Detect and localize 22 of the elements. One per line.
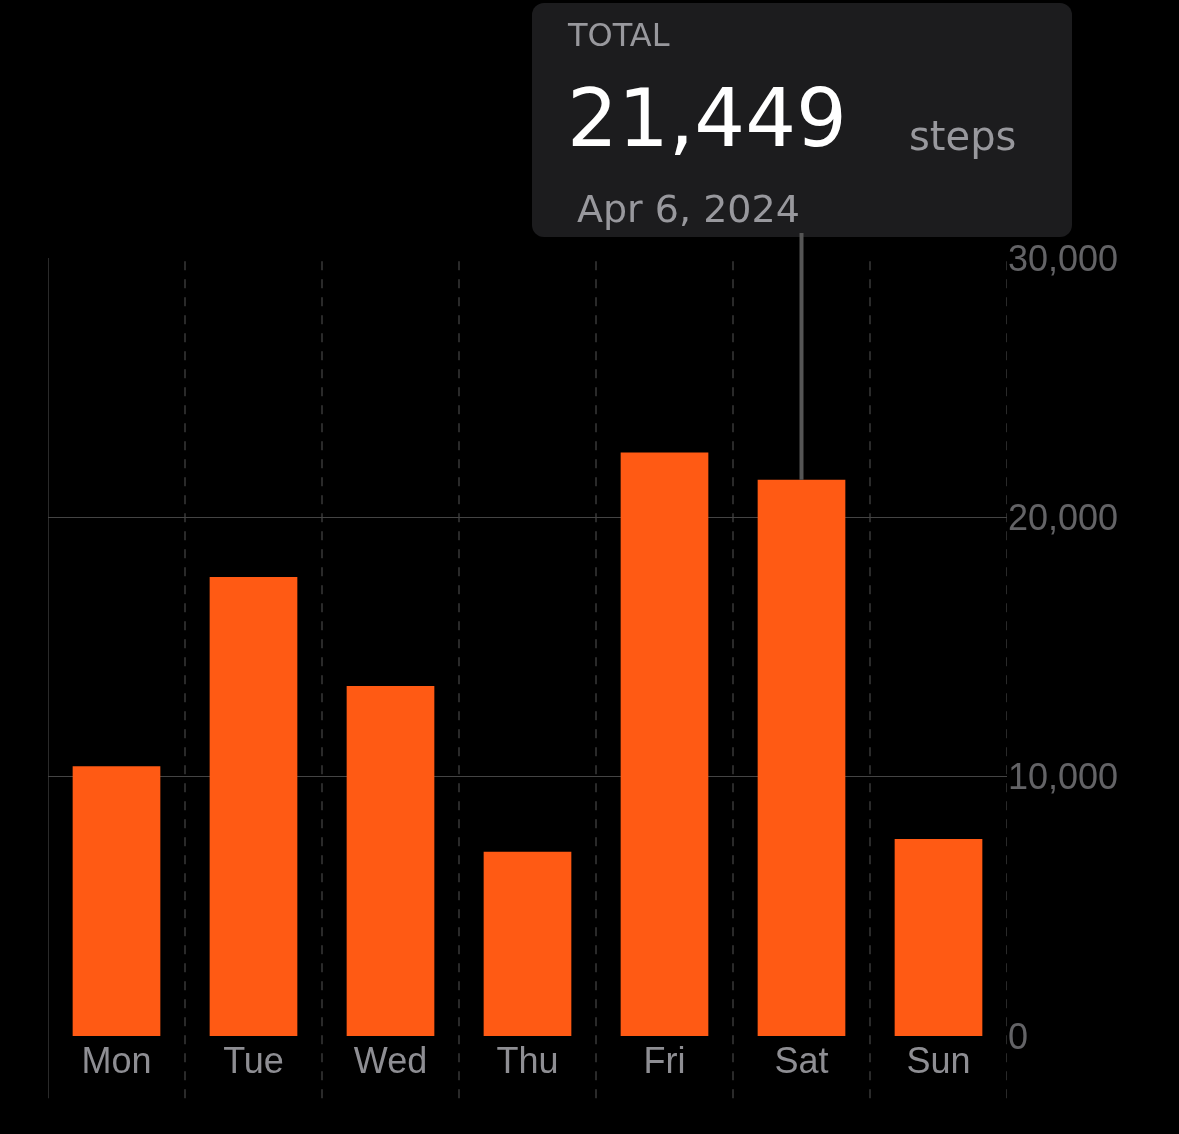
bar	[72, 766, 161, 1036]
y-tick-label: 0	[1008, 1015, 1029, 1057]
bar	[620, 452, 709, 1036]
bar	[483, 851, 572, 1036]
annotation: Apr 6, 2024	[577, 187, 800, 231]
bar	[209, 576, 298, 1036]
y-tick-label: 30,000	[1008, 237, 1119, 279]
text: 21,449	[567, 72, 847, 165]
x-tick-label: Sat	[774, 1040, 829, 1081]
y-tick-label: 20,000	[1008, 496, 1119, 538]
text: steps	[909, 113, 1017, 159]
x-tick-label: Thu	[496, 1040, 559, 1081]
bar	[757, 479, 846, 1036]
bar	[346, 685, 435, 1036]
y-tick-label: 10,000	[1008, 756, 1119, 798]
bar	[894, 838, 983, 1036]
x-tick-label: Mon	[81, 1040, 152, 1081]
x-tick-label: Sun	[906, 1040, 971, 1081]
text: TOTAL	[567, 16, 670, 54]
x-tick-label: Wed	[353, 1040, 428, 1081]
x-tick-label: Tue	[223, 1040, 284, 1081]
x-tick-label: Fri	[643, 1040, 686, 1081]
